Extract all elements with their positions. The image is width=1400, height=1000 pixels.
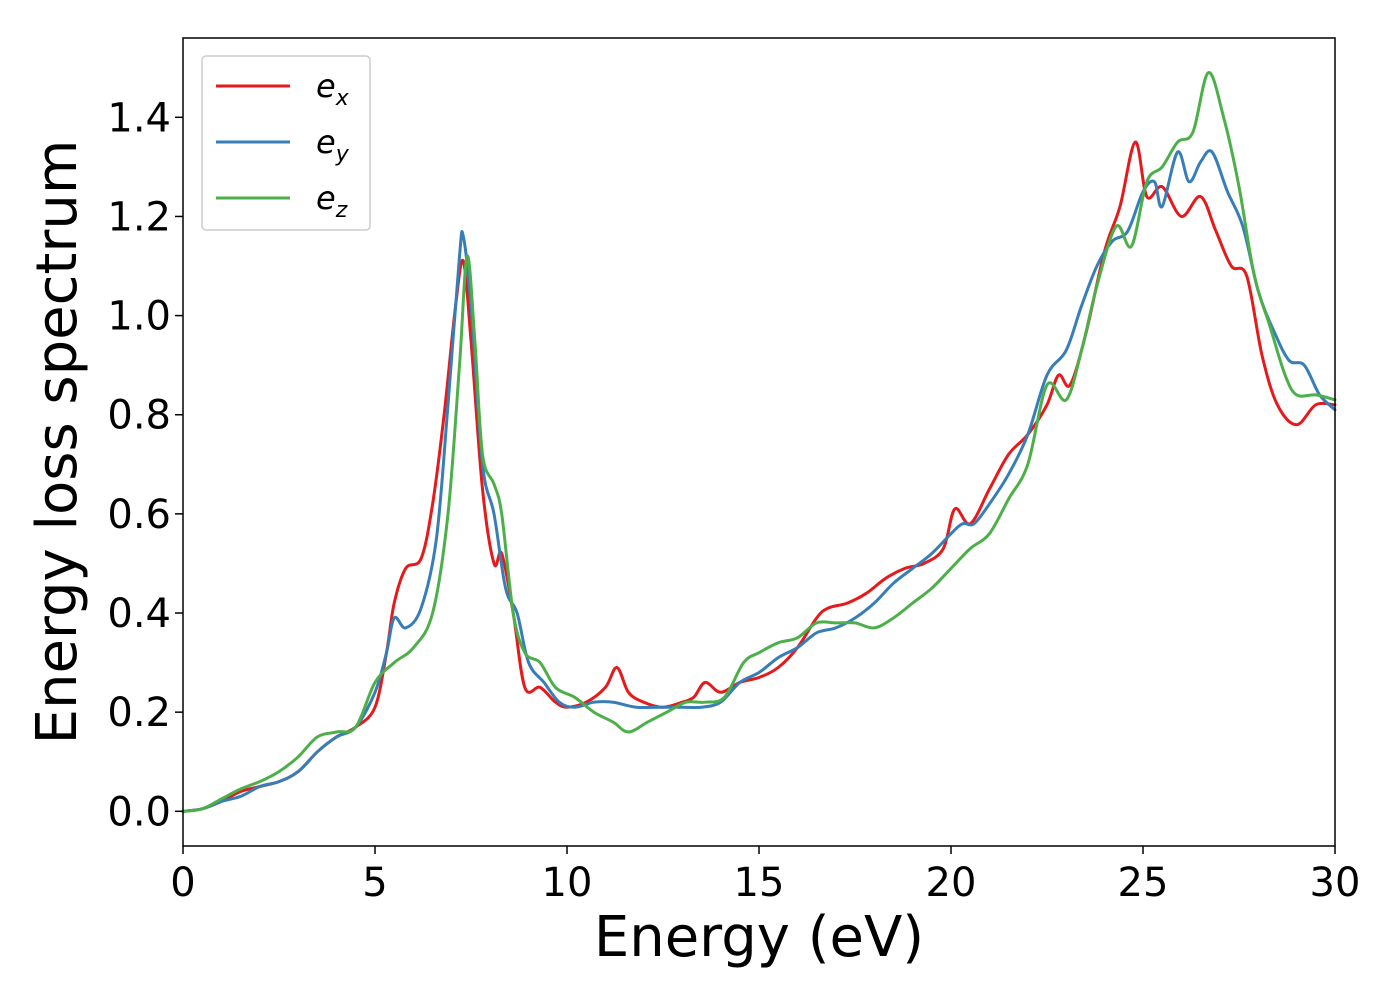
series-group	[181, 71, 1337, 813]
legend-label-e-y: ey	[316, 123, 350, 167]
y-tick-label: 1.0	[107, 294, 171, 340]
x-tick-label: 0	[170, 860, 195, 906]
y-tick-label: 0.4	[107, 591, 171, 637]
y-tick-label: 0.6	[107, 492, 171, 538]
y-tick-label: 0.0	[107, 789, 171, 835]
x-tick-label: 15	[734, 860, 785, 906]
y-tick-label: 1.2	[107, 194, 171, 240]
y-axis-title: Energy loss spectrum	[25, 140, 90, 745]
x-tick-label: 10	[542, 860, 593, 906]
series-line-e-y	[181, 149, 1337, 813]
x-axis-title: Energy (eV)	[594, 905, 924, 970]
x-tick-label: 25	[1118, 860, 1169, 906]
legend: ex ey ez	[201, 55, 371, 231]
x-tick-label: 5	[362, 860, 387, 906]
x-axis-ticks: 0 5 10 15 20 25 30	[170, 846, 1360, 906]
y-tick-label: 1.4	[107, 95, 171, 141]
legend-label-e-z: ez	[316, 179, 348, 223]
legend-label-e-x: ex	[316, 67, 350, 111]
y-tick-label: 0.8	[107, 393, 171, 439]
series-line-e-z	[181, 71, 1337, 813]
y-tick-label: 0.2	[107, 690, 171, 736]
y-axis-ticks: 0.0 0.2 0.4 0.6 0.8 1.0 1.2 1.4	[107, 95, 183, 835]
x-tick-label: 30	[1310, 860, 1361, 906]
x-tick-label: 20	[926, 860, 977, 906]
series-line-e-x	[181, 140, 1337, 813]
